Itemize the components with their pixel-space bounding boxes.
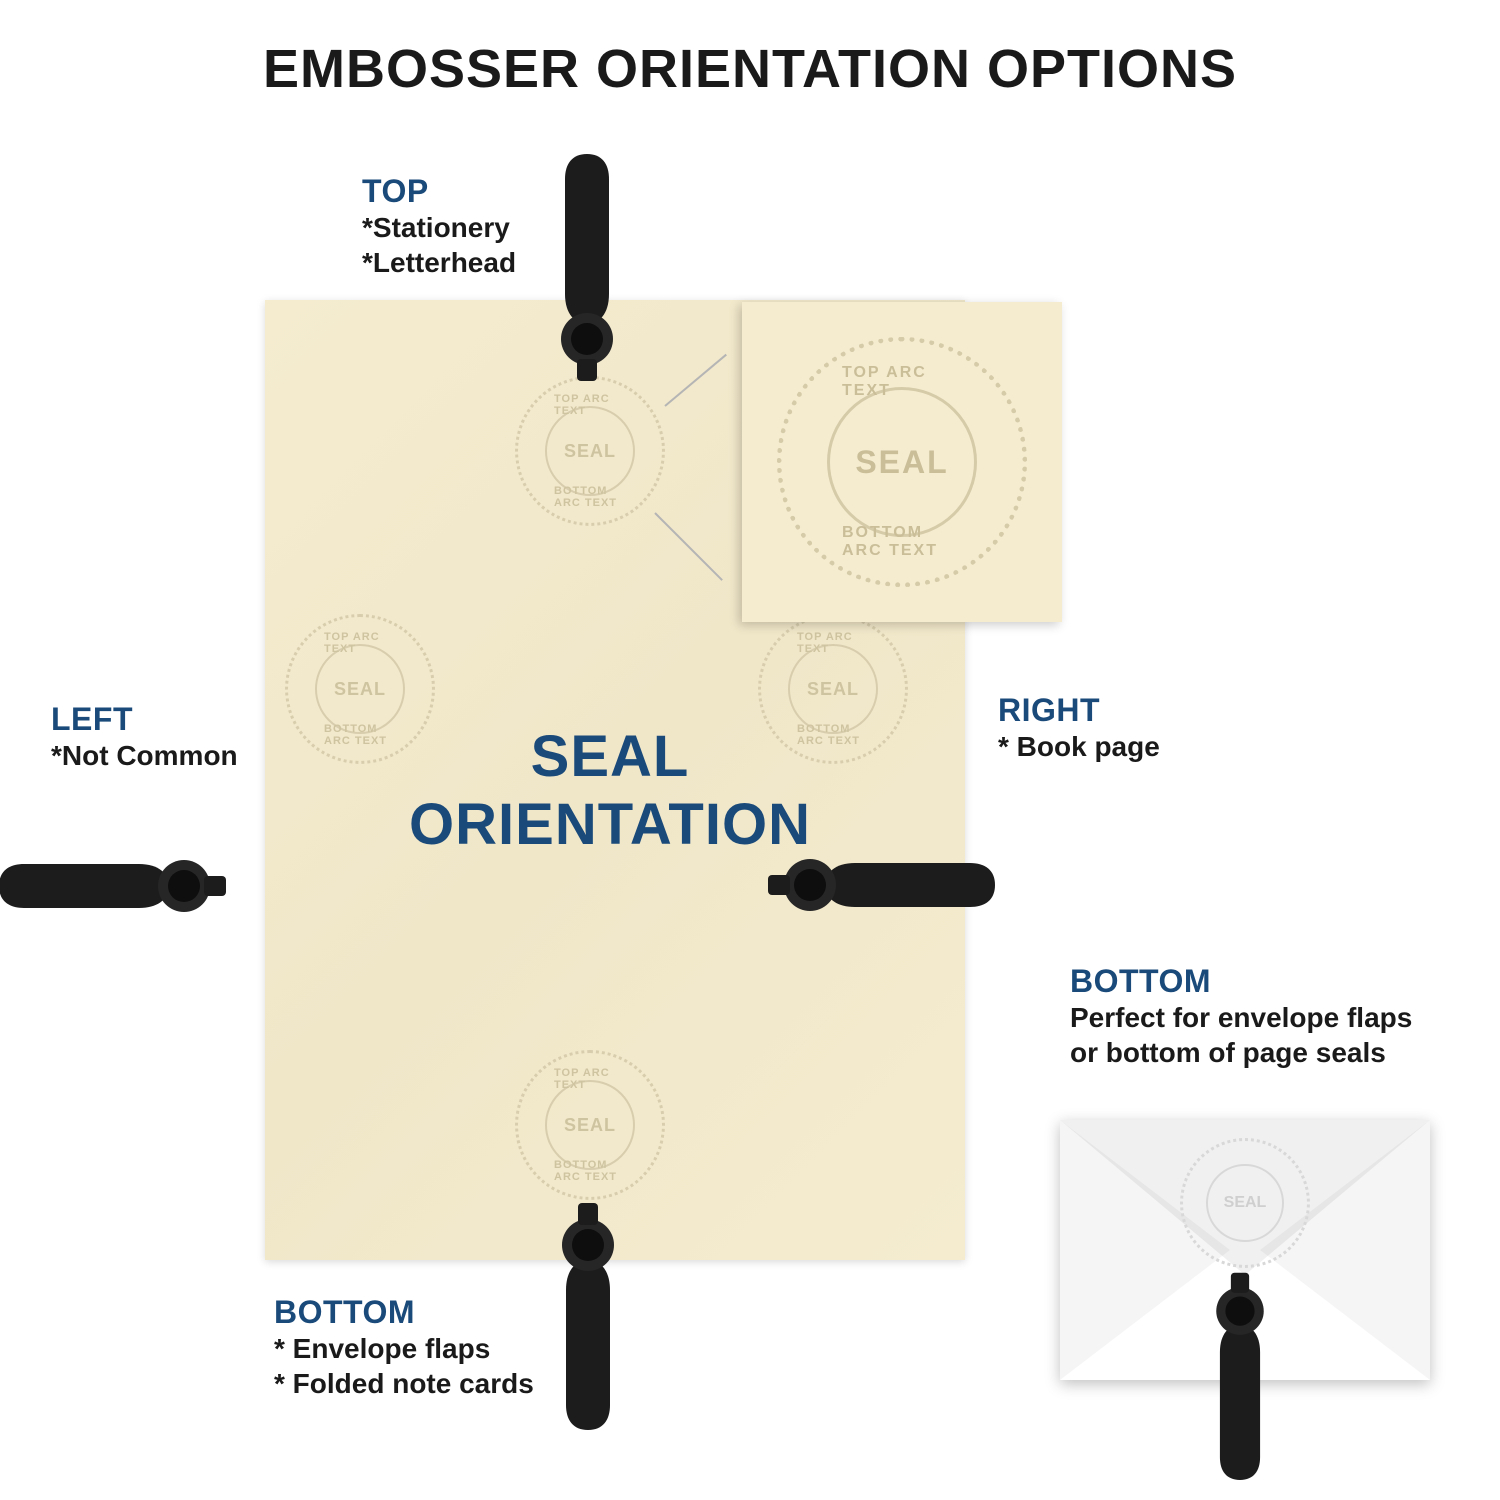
seal-arc-bottom: BOTTOM ARC TEXT: [554, 485, 626, 509]
embosser-device-icon: [0, 856, 229, 916]
center-line-1: SEAL: [531, 724, 690, 789]
label-title: BOTTOM: [1070, 963, 1412, 1000]
seal-arc-top: TOP ARC TEXT: [554, 393, 626, 417]
seal-center-text: SEAL: [1206, 1164, 1284, 1242]
label-title: RIGHT: [998, 692, 1160, 729]
label-title: TOP: [362, 173, 516, 210]
embosser-device-icon: [765, 855, 995, 915]
seal-arc-top: TOP ARC TEXT: [842, 364, 962, 400]
embosser-device-icon: [557, 154, 617, 384]
seal-arc-bottom: BOTTOM ARC TEXT: [554, 1159, 626, 1183]
label-line: * Book page: [998, 729, 1160, 764]
label-title: BOTTOM: [274, 1294, 534, 1331]
embosser-device-icon: [1212, 1270, 1268, 1480]
center-line-2: ORIENTATION: [409, 792, 811, 857]
center-heading: SEAL ORIENTATION: [330, 723, 890, 860]
seal-center-text: SEAL: [545, 1080, 635, 1170]
label-bottom: BOTTOM * Envelope flaps * Folded note ca…: [274, 1294, 534, 1401]
label-line: *Letterhead: [362, 245, 516, 280]
seal-impression-top: TOP ARC TEXT SEAL BOTTOM ARC TEXT: [515, 376, 665, 526]
label-title: LEFT: [51, 701, 238, 738]
label-bottom-envelope: BOTTOM Perfect for envelope flaps or bot…: [1070, 963, 1412, 1070]
label-line: *Stationery: [362, 210, 516, 245]
label-line: *Not Common: [51, 738, 238, 773]
label-line: Perfect for envelope flaps: [1070, 1000, 1412, 1035]
seal-arc-bottom: BOTTOM ARC TEXT: [842, 524, 962, 560]
seal-arc-top: TOP ARC TEXT: [324, 631, 396, 655]
seal-center-text: SEAL: [827, 387, 977, 537]
seal-arc-top: TOP ARC TEXT: [554, 1067, 626, 1091]
seal-arc-top: TOP ARC TEXT: [797, 631, 869, 655]
seal-center-text: SEAL: [545, 406, 635, 496]
seal-impression-zoom: TOP ARC TEXT SEAL BOTTOM ARC TEXT: [777, 337, 1027, 587]
embosser-device-icon: [558, 1200, 618, 1430]
seal-impression-bottom: TOP ARC TEXT SEAL BOTTOM ARC TEXT: [515, 1050, 665, 1200]
label-right: RIGHT * Book page: [998, 692, 1160, 764]
page-title: EMBOSSER ORIENTATION OPTIONS: [0, 38, 1500, 100]
label-top: TOP *Stationery *Letterhead: [362, 173, 516, 280]
seal-impression-envelope: SEAL: [1180, 1138, 1310, 1268]
seal-center-text: SEAL: [788, 644, 878, 734]
seal-center-text: SEAL: [315, 644, 405, 734]
seal-zoom-panel: TOP ARC TEXT SEAL BOTTOM ARC TEXT: [742, 302, 1062, 622]
label-left: LEFT *Not Common: [51, 701, 238, 773]
label-line: * Envelope flaps: [274, 1331, 534, 1366]
label-line: or bottom of page seals: [1070, 1035, 1412, 1070]
label-line: * Folded note cards: [274, 1366, 534, 1401]
